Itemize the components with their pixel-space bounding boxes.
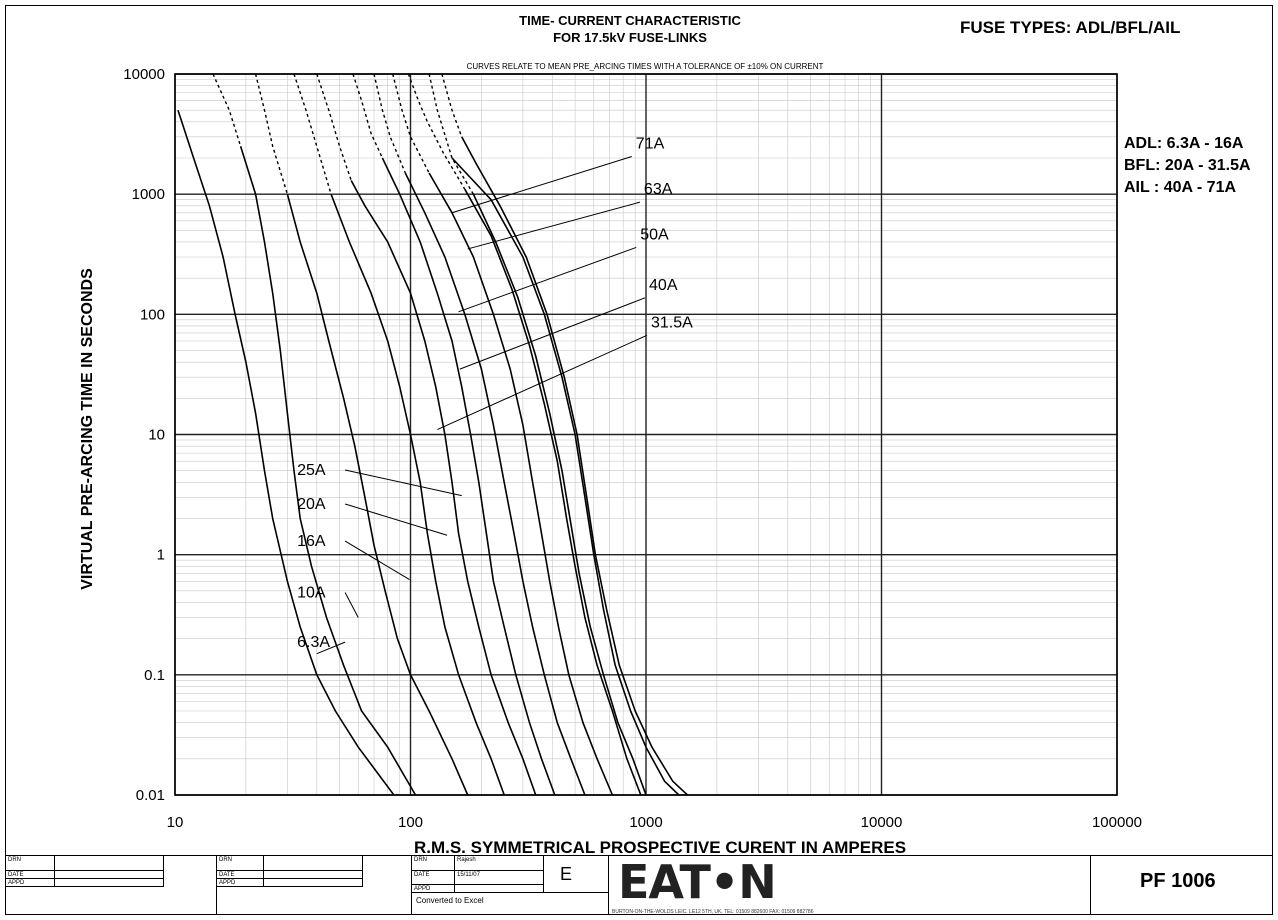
curve-71a-dashed	[428, 73, 475, 195]
appd-label-1: APPD	[5, 878, 55, 887]
chart-title: TIME- CURRENT CHARACTERISTIC FOR 17.5kV …	[440, 12, 820, 46]
curve-50a-dashed	[392, 73, 430, 174]
title-line-2: FOR 17.5kV FUSE-LINKS	[553, 30, 707, 45]
curve-40a	[404, 172, 586, 796]
title-block-field-6	[263, 878, 363, 887]
curve-label: 25A	[297, 462, 326, 479]
title-block-field-4	[263, 855, 363, 871]
curve-label: 40A	[649, 277, 678, 294]
appd-label-2: APPD	[216, 878, 264, 887]
date-label-3: DATE	[411, 870, 455, 885]
leader-line	[467, 201, 641, 250]
curve-label: 16A	[297, 533, 326, 550]
drawing-number: PF 1006	[1140, 870, 1216, 892]
x-tick-label: 10000	[861, 814, 903, 831]
curve-label: 10A	[297, 585, 326, 602]
y-tick-label: 10000	[123, 66, 165, 83]
drawing-number-cell	[1090, 855, 1273, 915]
drn-label-1: DRN	[5, 855, 55, 871]
appd-value	[454, 884, 544, 893]
curve-10a	[239, 146, 417, 796]
x-axis-label: R.M.S. SYMMETRICAL PROSPECTIVE CURENT IN…	[413, 838, 907, 857]
y-tick-label: 0.1	[144, 667, 165, 684]
ratings-key: ADL: 6.3A - 16A BFL: 20A - 31.5A AIL : 4…	[1124, 133, 1251, 199]
leader-line	[316, 641, 346, 655]
x-tick-label: 1000	[629, 814, 662, 831]
converted-note: Converted to Excel	[416, 896, 484, 905]
title-line-1: TIME- CURRENT CHARACTERISTIC	[519, 13, 741, 28]
leader-line	[437, 334, 648, 430]
curve-50a	[428, 172, 614, 796]
rating-bfl: BFL: 20A - 31.5A	[1124, 157, 1251, 174]
y-tick-label: 10	[148, 427, 165, 444]
curve-63a	[464, 188, 642, 796]
curve-16a	[286, 193, 469, 796]
curve-label: 50A	[640, 226, 669, 243]
leader-line	[344, 540, 410, 581]
revision-letter: E	[560, 864, 573, 884]
curve-25a-dashed	[316, 73, 352, 181]
leader-line	[344, 503, 448, 536]
drn-label-2: DRN	[216, 855, 264, 871]
rating-ail: AIL : 40A - 71A	[1124, 179, 1237, 196]
leader-line	[459, 297, 646, 370]
appd-label-3: APPD	[411, 884, 455, 893]
title-block-field-1	[54, 855, 164, 871]
curve-20a-dashed	[293, 73, 332, 195]
curve-label: 20A	[297, 496, 326, 513]
rating-adl: ADL: 6.3A - 16A	[1124, 135, 1244, 152]
leader-line	[345, 469, 462, 497]
y-tick-label: 1000	[132, 186, 165, 203]
x-tick-label: 10	[167, 814, 184, 831]
curve-label: 6.3A	[297, 634, 330, 651]
drn-label-3: DRN	[411, 855, 455, 871]
company-address: BURTON-ON-THE-WOLDS LEIC. LE12 5TH, UK. …	[612, 909, 814, 915]
curve-6-3a	[177, 109, 395, 796]
curve-extra-10	[451, 157, 680, 796]
curve-extra-11	[460, 136, 689, 796]
y-tick-label: 100	[140, 306, 165, 323]
x-tick-label: 100000	[1092, 814, 1142, 831]
date-value: 15/11/07	[454, 870, 544, 885]
title-block-field-3	[54, 878, 164, 887]
leader-line	[451, 156, 632, 214]
curve-71a	[472, 193, 647, 796]
curve-31-5a	[381, 157, 556, 796]
leader-line	[458, 246, 637, 313]
y-tick-label: 1	[157, 547, 165, 564]
curve-label: 71A	[636, 135, 665, 152]
curve-label: 31.5A	[651, 314, 693, 331]
curve-extra-11-dashed	[441, 73, 463, 138]
y-tick-label: 0.01	[136, 787, 165, 804]
curve-25a	[350, 180, 537, 796]
curve-10a-dashed	[212, 73, 242, 147]
tolerance-note: CURVES RELATE TO MEAN PRE_ARCING TIMES W…	[466, 62, 824, 71]
eaton-logo: EAT•N	[618, 855, 777, 909]
leader-line	[344, 592, 359, 618]
revision-cell	[543, 855, 609, 893]
curve-20a	[330, 193, 505, 796]
curve-40a-dashed	[373, 73, 406, 174]
fuse-types-label: FUSE TYPES: ADL/BFL/AIL	[960, 18, 1181, 37]
curve-label: 63A	[644, 181, 673, 198]
curve-31-5a-dashed	[352, 73, 384, 159]
curve-63a-dashed	[407, 73, 466, 190]
x-tick-label: 100	[398, 814, 423, 831]
curve-16a-dashed	[254, 73, 289, 195]
drawn-by-value: Rajesh	[454, 855, 544, 871]
